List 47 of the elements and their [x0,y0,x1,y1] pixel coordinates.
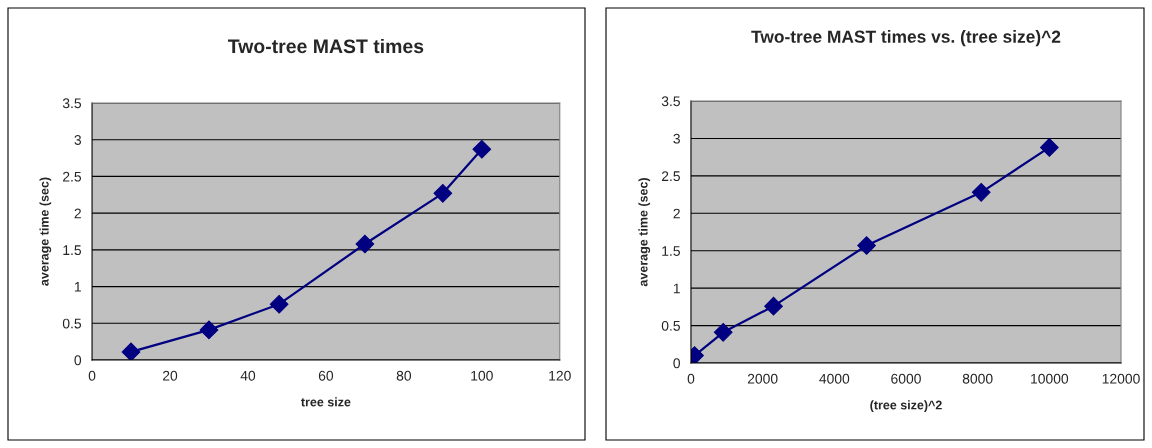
y-tick-label: 0.5 [661,320,680,331]
point [1039,138,1059,157]
point [713,322,733,342]
point [355,234,375,254]
y-tick-label: 2.5 [63,171,82,182]
x-tick-label: 100 [471,370,493,381]
point [971,182,991,202]
x-tick-label: 6000 [891,373,921,384]
x-tick-label: 2000 [747,373,778,384]
x-tick-label: 10000 [1031,373,1069,384]
y-axis-title: average time (sec) [39,177,52,286]
y-tick-label: 0.5 [62,318,82,329]
y-tick-label: 1 [673,283,680,294]
y-tick-label: 1.5 [662,246,680,256]
chart-title: Two-tree MAST times vs. (tree size)^2 [751,30,1061,47]
point [857,236,876,255]
x-axis-title: (tree size)^2 [870,400,942,412]
point [121,342,141,361]
x-tick-label: 0 [687,373,695,384]
x-tick-label: 8000 [962,373,993,384]
x-tick-label: 60 [318,370,334,381]
x-tick-label: 0 [88,370,96,381]
x-tick-label: 12000 [1102,373,1140,384]
x-tick-label: 4000 [819,373,850,384]
point [433,183,453,203]
point [199,320,219,340]
x-tick-label: 20 [162,370,178,381]
y-tick-label: 2 [74,208,81,219]
y-tick-label: 3.5 [62,98,82,109]
point [472,139,492,159]
y-axis-title: average time (sec) [638,178,651,287]
y-tick-label: 2 [673,208,680,219]
y-tick-label: 3.5 [661,96,680,107]
y-tick-label: 0 [673,358,681,369]
x-tick-label: 40 [240,370,256,381]
point [269,294,289,314]
x-tick-label: 120 [549,370,571,381]
y-tick-label: 1.5 [63,245,82,256]
x-axis-title: tree size [301,397,351,407]
y-tick-label: 3 [673,133,680,144]
y-tick-label: 0 [74,355,82,366]
x-tick-label: 80 [396,370,412,381]
y-tick-label: 2.5 [661,171,680,182]
y-tick-label: 1 [74,282,81,292]
y-tick-label: 3 [74,135,82,145]
point [764,296,783,316]
chart-title: Two-tree MAST times [227,38,424,54]
